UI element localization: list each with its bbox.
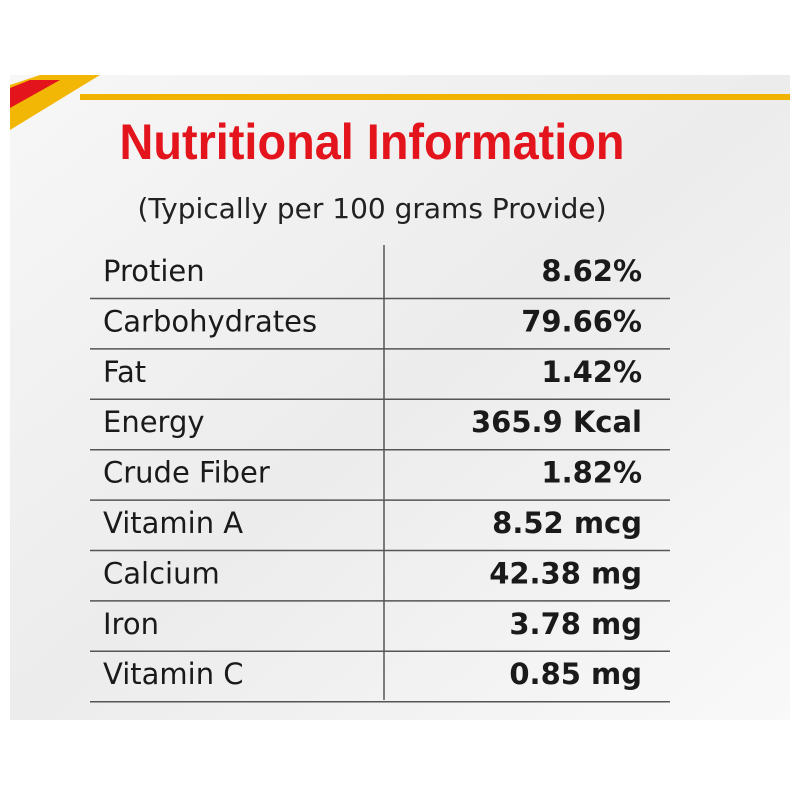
corner-stripe-red [10, 80, 60, 108]
row-label: Vitamin A [103, 506, 243, 540]
title: Nutritional Information [120, 114, 625, 170]
row-value: 1.42% [541, 355, 642, 389]
row-value: 8.52 mcg [492, 506, 642, 540]
row-label: Vitamin C [103, 657, 244, 691]
row-value: 79.66% [521, 304, 642, 338]
row-value: 8.62% [541, 254, 642, 288]
row-label: Iron [103, 607, 159, 641]
row-label: Crude Fiber [103, 456, 270, 490]
row-label: Protien [103, 254, 205, 288]
row-value: 42.38 mg [489, 556, 642, 590]
row-value: 3.78 mg [509, 607, 642, 641]
row-label: Fat [103, 355, 146, 389]
row-value: 0.85 mg [509, 657, 642, 691]
row-value: 1.82% [541, 456, 642, 490]
row-label: Carbohydrates [103, 304, 317, 338]
background [10, 75, 790, 720]
subtitle: (Typically per 100 grams Provide) [137, 192, 606, 225]
row-label: Calcium [103, 556, 220, 590]
table: Protien 8.62% Carbohydrates 79.66% Fat 1.42% E… [90, 254, 670, 703]
gold-line [80, 94, 790, 100]
row-label: Energy [103, 405, 205, 439]
row-value: 365.9 Kcal [471, 405, 642, 439]
